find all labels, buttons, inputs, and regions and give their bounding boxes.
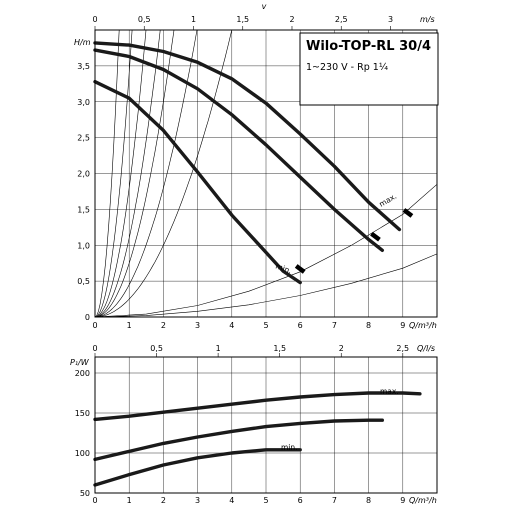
curve-marker — [402, 208, 414, 218]
velocity-tick: 1 — [191, 15, 196, 24]
top-axis-unit: m/s — [420, 15, 435, 24]
head-y-tick: 3,5 — [77, 62, 90, 71]
curve-markers — [294, 208, 414, 274]
head-flow-chart: Wilo-TOP-RL 30/4 1~230 V - Rp 1¼ H/m Q/m… — [74, 2, 439, 330]
head-x-tick: 9 — [400, 321, 405, 330]
lps-tick: 1 — [216, 344, 221, 353]
curve-marker — [294, 264, 306, 274]
power-min-label: min. — [281, 443, 298, 452]
power-y-tick-labels: 50 100 150 200 — [75, 369, 90, 498]
power-series — [93, 391, 422, 487]
head-y-tick: 2,0 — [77, 170, 90, 179]
system-curve — [95, 29, 233, 318]
head-curve-1 — [93, 48, 384, 252]
power-flow-chart: P₁/W Q/m³/h Q/l/s max. min. 0 1 2 3 4 5 6 7 8 9 5… — [70, 344, 438, 505]
power-curve-0 — [93, 391, 422, 422]
max-label: max. — [378, 192, 399, 209]
lps-tick: 1,5 — [273, 344, 286, 353]
velocity-tick: 0,5 — [138, 15, 151, 24]
velocity-tick: 0 — [92, 15, 97, 24]
power-y-tick: 50 — [80, 489, 90, 498]
head-x-tick: 8 — [366, 321, 371, 330]
head-x-tick: 4 — [229, 321, 234, 330]
velocity-tick: 2 — [289, 15, 294, 24]
power-y-tick: 100 — [75, 449, 90, 458]
head-x-tick: 5 — [263, 321, 268, 330]
head-x-tick: 2 — [161, 321, 166, 330]
velocity-tick: 1,5 — [236, 15, 249, 24]
head-x-tick: 6 — [298, 321, 303, 330]
head-plot-frame — [94, 29, 438, 318]
head-y-tick: 0,5 — [77, 277, 90, 286]
aux-curve — [94, 184, 438, 318]
head-x-tick-labels: 0 1 2 3 4 5 6 7 8 9 — [92, 321, 405, 330]
lps-tick: 2,5 — [396, 344, 409, 353]
top-axis-label: v — [262, 2, 267, 11]
head-y-tick: 0 — [85, 313, 90, 322]
power-x-tick: 2 — [161, 496, 166, 505]
lps-tick: 0,5 — [150, 344, 163, 353]
power-x-tick: 7 — [332, 496, 337, 505]
power-y-tick: 200 — [75, 369, 90, 378]
power-x-tick: 8 — [366, 496, 371, 505]
chart-title: Wilo-TOP-RL 30/4 — [306, 39, 431, 54]
power-x-tick: 1 — [127, 496, 132, 505]
head-curve-0 — [93, 41, 402, 232]
head-y-tick: 1,0 — [77, 241, 90, 250]
head-y-tick: 3,0 — [77, 98, 90, 107]
head-x-tick: 1 — [127, 321, 132, 330]
head-series — [93, 41, 402, 285]
head-x-tick: 3 — [195, 321, 200, 330]
head-y-tick: 1,5 — [77, 205, 90, 214]
lps-tick: 2 — [339, 344, 344, 353]
head-curve-2 — [93, 80, 302, 285]
lps-tick-labels: 0 0,5 1 1,5 2 2,5 — [92, 344, 409, 357]
power-x-tick-labels: 0 1 2 3 4 5 6 7 8 9 — [92, 496, 405, 505]
head-y-tick: 2,5 — [77, 134, 90, 143]
velocity-tick: 3 — [388, 15, 393, 24]
power-curve-1 — [93, 418, 384, 462]
aux-curve — [94, 253, 438, 318]
system-curve — [94, 29, 198, 318]
y-axis-label: H/m — [74, 38, 91, 47]
system-curve — [94, 29, 147, 318]
head-y-tick-labels: 0 0,5 1,0 1,5 2,0 2,5 3,0 3,5 — [77, 62, 90, 322]
power-x-tick: 9 — [400, 496, 405, 505]
power-y-axis-label: P₁/W — [70, 358, 90, 367]
power-x-tick: 4 — [229, 496, 234, 505]
velocity-tick: 2,5 — [335, 15, 348, 24]
power-x-axis-label: Q/m³/h — [409, 496, 437, 505]
power-max-label: max. — [380, 387, 399, 396]
chart-subtitle: 1~230 V - Rp 1¼ — [306, 62, 388, 73]
power-top-axis-unit: Q/l/s — [417, 344, 435, 353]
title-box — [299, 32, 439, 106]
lps-tick: 0 — [92, 344, 97, 353]
power-x-tick: 0 — [92, 496, 97, 505]
x-axis-label: Q/m³/h — [409, 321, 437, 330]
power-plot-frame — [94, 356, 438, 494]
curve-marker — [370, 231, 381, 242]
power-curve-2 — [93, 448, 302, 487]
system-curve — [94, 29, 161, 318]
power-x-tick: 5 — [263, 496, 268, 505]
system-curve — [94, 29, 133, 318]
head-x-tick: 0 — [92, 321, 97, 330]
power-y-tick: 150 — [75, 409, 90, 418]
power-x-tick: 6 — [298, 496, 303, 505]
power-x-tick: 3 — [195, 496, 200, 505]
system-curve — [94, 29, 175, 318]
velocity-tick-labels: 0 0,5 1 1,5 2 2,5 3 — [92, 15, 393, 30]
aux-curves — [94, 184, 438, 318]
head-x-tick: 7 — [332, 321, 337, 330]
